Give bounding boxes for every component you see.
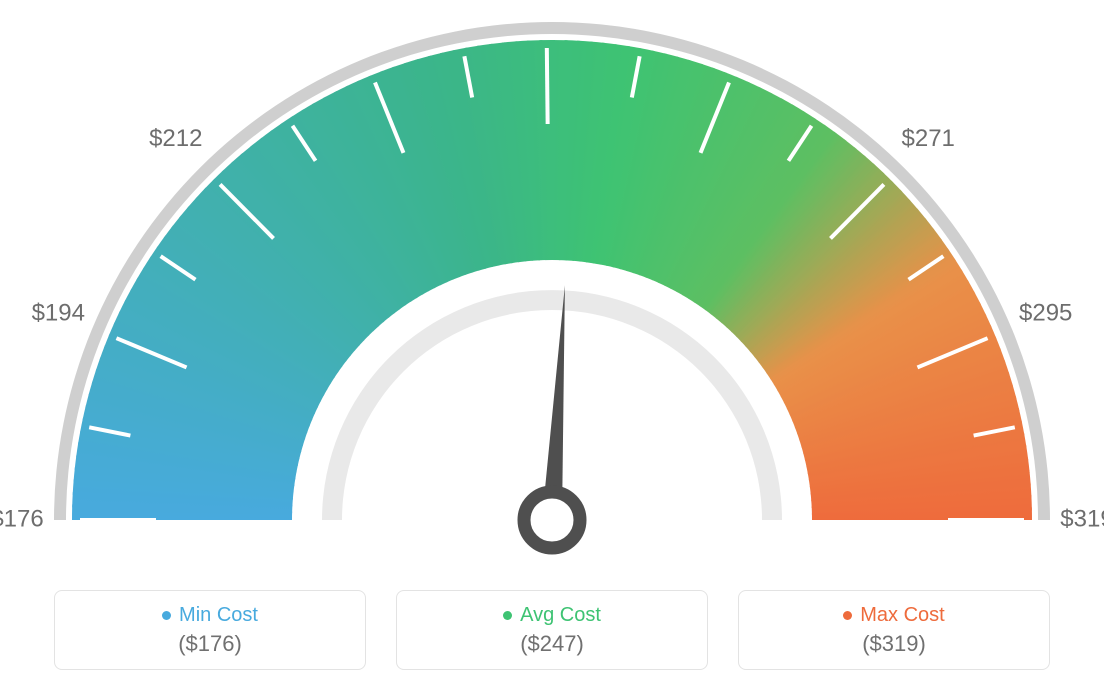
- gauge-tick-label: $212: [149, 125, 202, 152]
- legend-dot-icon: [162, 611, 171, 620]
- gauge-tick-label: $194: [32, 299, 85, 326]
- legend-card: Min Cost ($176): [54, 590, 366, 670]
- gauge-needle-hub: [524, 492, 580, 548]
- gauge-svg: $176$194$212$247$271$295$319: [0, 0, 1104, 570]
- legend-label: Min Cost: [179, 604, 258, 627]
- legend-dot-icon: [503, 611, 512, 620]
- legend-row: Min Cost ($176) Avg Cost ($247) Max Cost ($31…: [0, 590, 1104, 670]
- legend-dot-icon: [843, 611, 852, 620]
- gauge-tick-label: $271: [902, 125, 955, 152]
- legend-label: Avg Cost: [520, 604, 601, 627]
- legend-label-row: Avg Cost: [503, 604, 601, 627]
- gauge-area: $176$194$212$247$271$295$319: [0, 0, 1104, 570]
- cost-gauge-chart: $176$194$212$247$271$295$319 Min Cost($1…: [0, 0, 1104, 690]
- gauge-tick-label: $295: [1019, 299, 1072, 326]
- legend-value: ($176): [178, 631, 242, 657]
- legend-label-row: Max Cost: [843, 604, 944, 627]
- legend-value: ($247): [520, 631, 584, 657]
- legend-value: ($319): [862, 631, 926, 657]
- gauge-tick-label: $319: [1060, 505, 1104, 532]
- gauge-tick-major: [547, 48, 548, 124]
- legend-card: Max Cost ($319): [738, 590, 1050, 670]
- legend-label: Max Cost: [860, 604, 944, 627]
- gauge-tick-label: $176: [0, 505, 44, 532]
- legend-card: Avg Cost ($247): [396, 590, 708, 670]
- legend-label-row: Min Cost: [162, 604, 258, 627]
